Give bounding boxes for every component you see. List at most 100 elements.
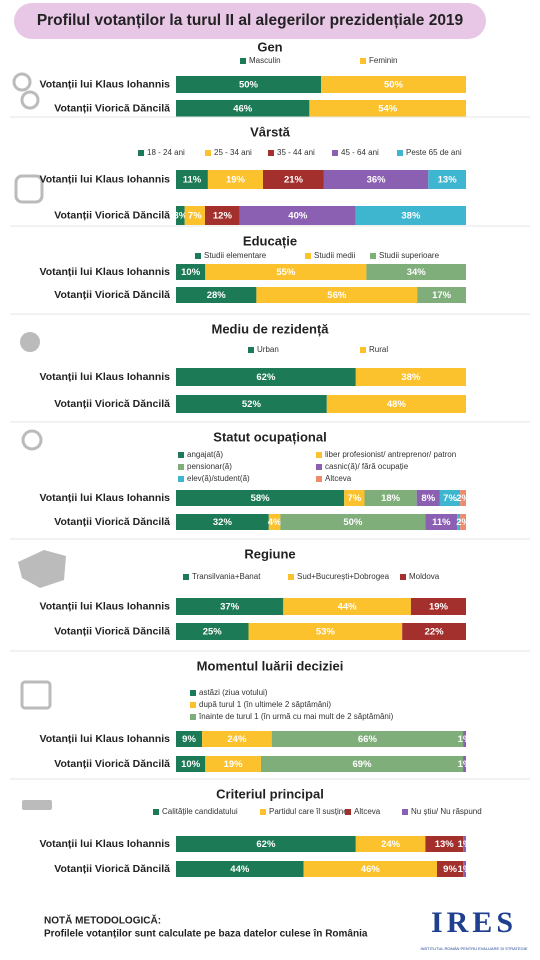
legend-swatch bbox=[305, 253, 311, 259]
value-label: 28% bbox=[207, 290, 227, 301]
row-label: Votanții lui Klaus Iohannis bbox=[40, 492, 171, 504]
bar-segment bbox=[323, 170, 429, 189]
bar-segment bbox=[463, 836, 466, 852]
value-label: 62% bbox=[256, 372, 276, 383]
legend-label: liber profesionist/ antreprenor/ patron bbox=[325, 450, 456, 459]
value-label: 69% bbox=[353, 759, 373, 770]
bar-segment bbox=[205, 264, 367, 280]
value-label: 21% bbox=[284, 175, 304, 186]
value-label: 1% bbox=[458, 759, 472, 770]
legend-swatch bbox=[190, 690, 196, 696]
value-label: 36% bbox=[367, 175, 387, 186]
section-title: Vârstă bbox=[250, 124, 291, 139]
value-label: 25% bbox=[203, 627, 223, 638]
value-label: 1% bbox=[458, 839, 472, 850]
value-label: 8% bbox=[421, 493, 435, 504]
bar-segment bbox=[176, 287, 257, 303]
value-label: 66% bbox=[358, 734, 378, 745]
bar-segment bbox=[355, 368, 466, 386]
legend-swatch bbox=[138, 150, 144, 156]
bar-segment bbox=[463, 861, 466, 877]
bar-segment bbox=[205, 206, 240, 225]
page-title: Profilul votanților la turul II al alege… bbox=[37, 12, 464, 29]
legend-label: elev(ă)/student(ă) bbox=[187, 474, 250, 483]
legend-swatch bbox=[400, 574, 406, 580]
bar-segment bbox=[428, 170, 466, 189]
bar-segment bbox=[176, 368, 356, 386]
legend-swatch bbox=[402, 809, 408, 815]
value-label: 56% bbox=[327, 290, 347, 301]
bar-segment bbox=[425, 836, 464, 852]
value-label: 2% bbox=[456, 493, 470, 504]
legend-label: 25 - 34 ani bbox=[214, 148, 252, 157]
legend-swatch bbox=[316, 452, 322, 458]
row-label: Votanții Viorică Dăncilă bbox=[54, 102, 170, 114]
legend-label: 18 - 24 ani bbox=[147, 148, 185, 157]
row-label: Votanții lui Klaus Iohannis bbox=[40, 600, 171, 612]
legend-label: Nu știu/ Nu răspund bbox=[411, 807, 482, 816]
value-label: 2% bbox=[456, 517, 470, 528]
value-label: 40% bbox=[288, 211, 308, 222]
legend-swatch bbox=[370, 253, 376, 259]
section-title: Mediu de rezidență bbox=[211, 321, 329, 336]
bar-segment bbox=[355, 206, 466, 225]
logo-bg bbox=[416, 905, 532, 947]
bar-segment bbox=[366, 264, 466, 280]
value-label: 22% bbox=[425, 627, 445, 638]
row-label: Votanții Viorică Dăncilă bbox=[54, 209, 170, 221]
value-label: 17% bbox=[432, 290, 452, 301]
legend-swatch bbox=[195, 253, 201, 259]
bar-segment bbox=[460, 490, 466, 506]
bar-segment bbox=[355, 836, 426, 852]
value-label: 34% bbox=[407, 267, 427, 278]
value-label: 1% bbox=[458, 734, 472, 745]
row-label: Votanții lui Klaus Iohannis bbox=[40, 838, 171, 850]
value-label: 19% bbox=[224, 759, 244, 770]
legend-swatch bbox=[360, 347, 366, 353]
bar-segment bbox=[309, 100, 466, 117]
bar-segment bbox=[364, 490, 417, 506]
value-label: 46% bbox=[361, 864, 381, 875]
value-label: 32% bbox=[213, 517, 233, 528]
value-label: 9% bbox=[443, 864, 457, 875]
bar-segment bbox=[205, 756, 261, 772]
legend-label: Urban bbox=[257, 345, 279, 354]
legend-label: Sud+București+Dobrogea bbox=[297, 572, 390, 581]
value-label: 37% bbox=[220, 602, 240, 613]
section-title: Educație bbox=[243, 233, 297, 248]
bar-segment bbox=[202, 731, 272, 747]
value-label: 54% bbox=[378, 104, 398, 115]
bar-segment bbox=[176, 514, 269, 530]
legend-swatch bbox=[248, 347, 254, 353]
legend-swatch bbox=[178, 452, 184, 458]
value-label: 52% bbox=[242, 399, 262, 410]
bar-segment bbox=[176, 598, 284, 615]
legend-swatch bbox=[153, 809, 159, 815]
bar-segment bbox=[256, 287, 418, 303]
legend-swatch bbox=[178, 464, 184, 470]
legend-label: Altceva bbox=[354, 807, 381, 816]
bar-segment bbox=[207, 170, 263, 189]
bar-segment bbox=[176, 731, 203, 747]
legend-label: Studii medii bbox=[314, 251, 356, 260]
row-label: Votanții Viorică Dăncilă bbox=[54, 289, 170, 301]
bar-segment bbox=[439, 490, 461, 506]
bar-segment bbox=[176, 623, 249, 640]
bar-segment bbox=[326, 395, 466, 413]
legend-label: 45 - 64 ani bbox=[341, 148, 379, 157]
value-label: 10% bbox=[181, 267, 201, 278]
bar-segment bbox=[280, 514, 426, 530]
bar-segment bbox=[176, 490, 345, 506]
logo-text: IRES bbox=[431, 906, 517, 939]
row-label: Votanții lui Klaus Iohannis bbox=[40, 733, 171, 745]
value-label: 55% bbox=[276, 267, 296, 278]
value-label: 3% bbox=[173, 211, 187, 222]
bar-segment bbox=[248, 623, 403, 640]
legend-label: după turul 1 (în ultimele 2 săptămâni) bbox=[199, 700, 331, 709]
legend-swatch bbox=[268, 150, 274, 156]
note-title: NOTĂ METODOLOGICĂ: bbox=[44, 914, 161, 927]
value-label: 4% bbox=[268, 517, 282, 528]
legend-label: Moldova bbox=[409, 572, 440, 581]
value-label: 10% bbox=[181, 759, 201, 770]
bar-segment bbox=[303, 861, 437, 877]
